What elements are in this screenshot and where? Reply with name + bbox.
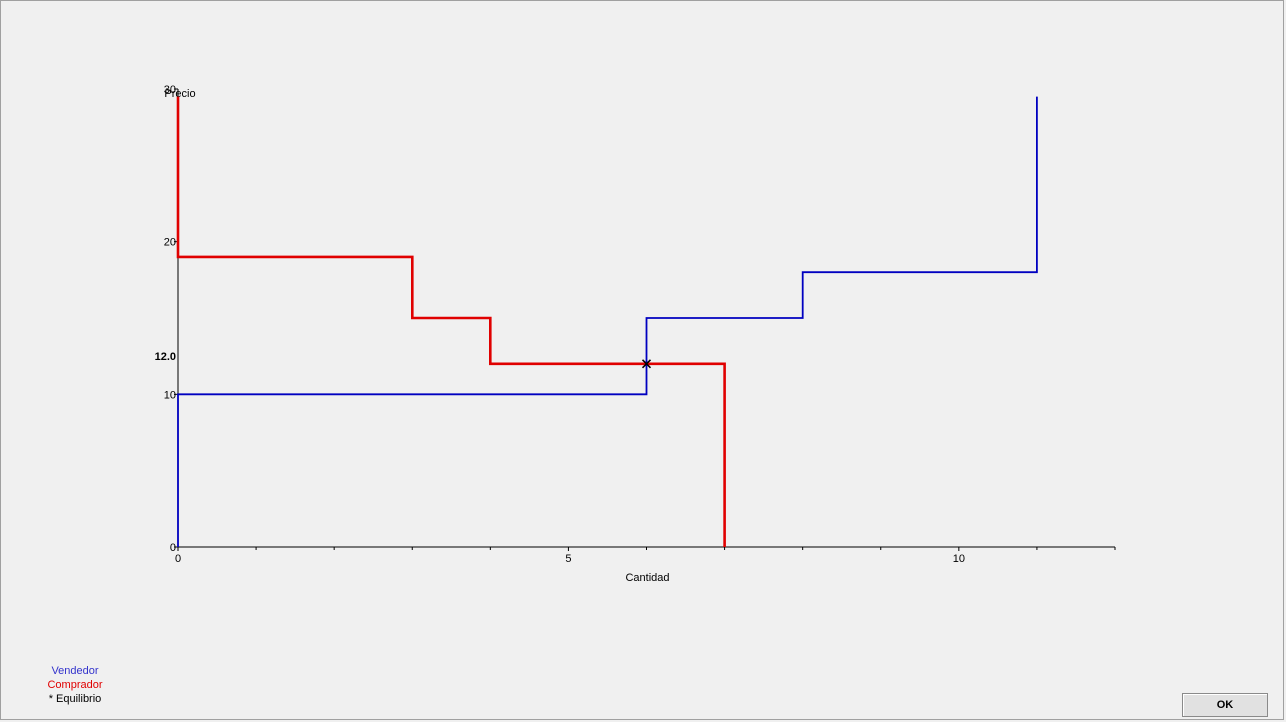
y-tick-label: 20 <box>164 237 176 249</box>
x-tick-label: 0 <box>175 553 181 565</box>
legend-buyer: Comprador <box>47 679 103 691</box>
buyer-curve <box>176 96 726 547</box>
x-axis-label: Cantidad <box>625 572 669 584</box>
legend-equilibrium: * Equilibrio <box>48 693 102 705</box>
equilibrium-price-label: 12.0 <box>155 351 176 363</box>
legend: Vendedor Comprador * Equilibrio <box>40 664 110 706</box>
y-tick-label: 0 <box>170 542 176 554</box>
seller-curve <box>177 96 1038 547</box>
ok-button[interactable]: OK <box>1182 693 1268 717</box>
x-tick-label: 10 <box>953 553 965 565</box>
x-tick-label: 5 <box>565 553 571 565</box>
equilibrium-marker <box>641 359 652 369</box>
y-tick-label: 30 <box>164 84 176 96</box>
y-tick-label: 10 <box>164 389 176 401</box>
y-axis-label: Precio <box>164 88 195 100</box>
legend-seller: Vendedor <box>51 665 99 677</box>
